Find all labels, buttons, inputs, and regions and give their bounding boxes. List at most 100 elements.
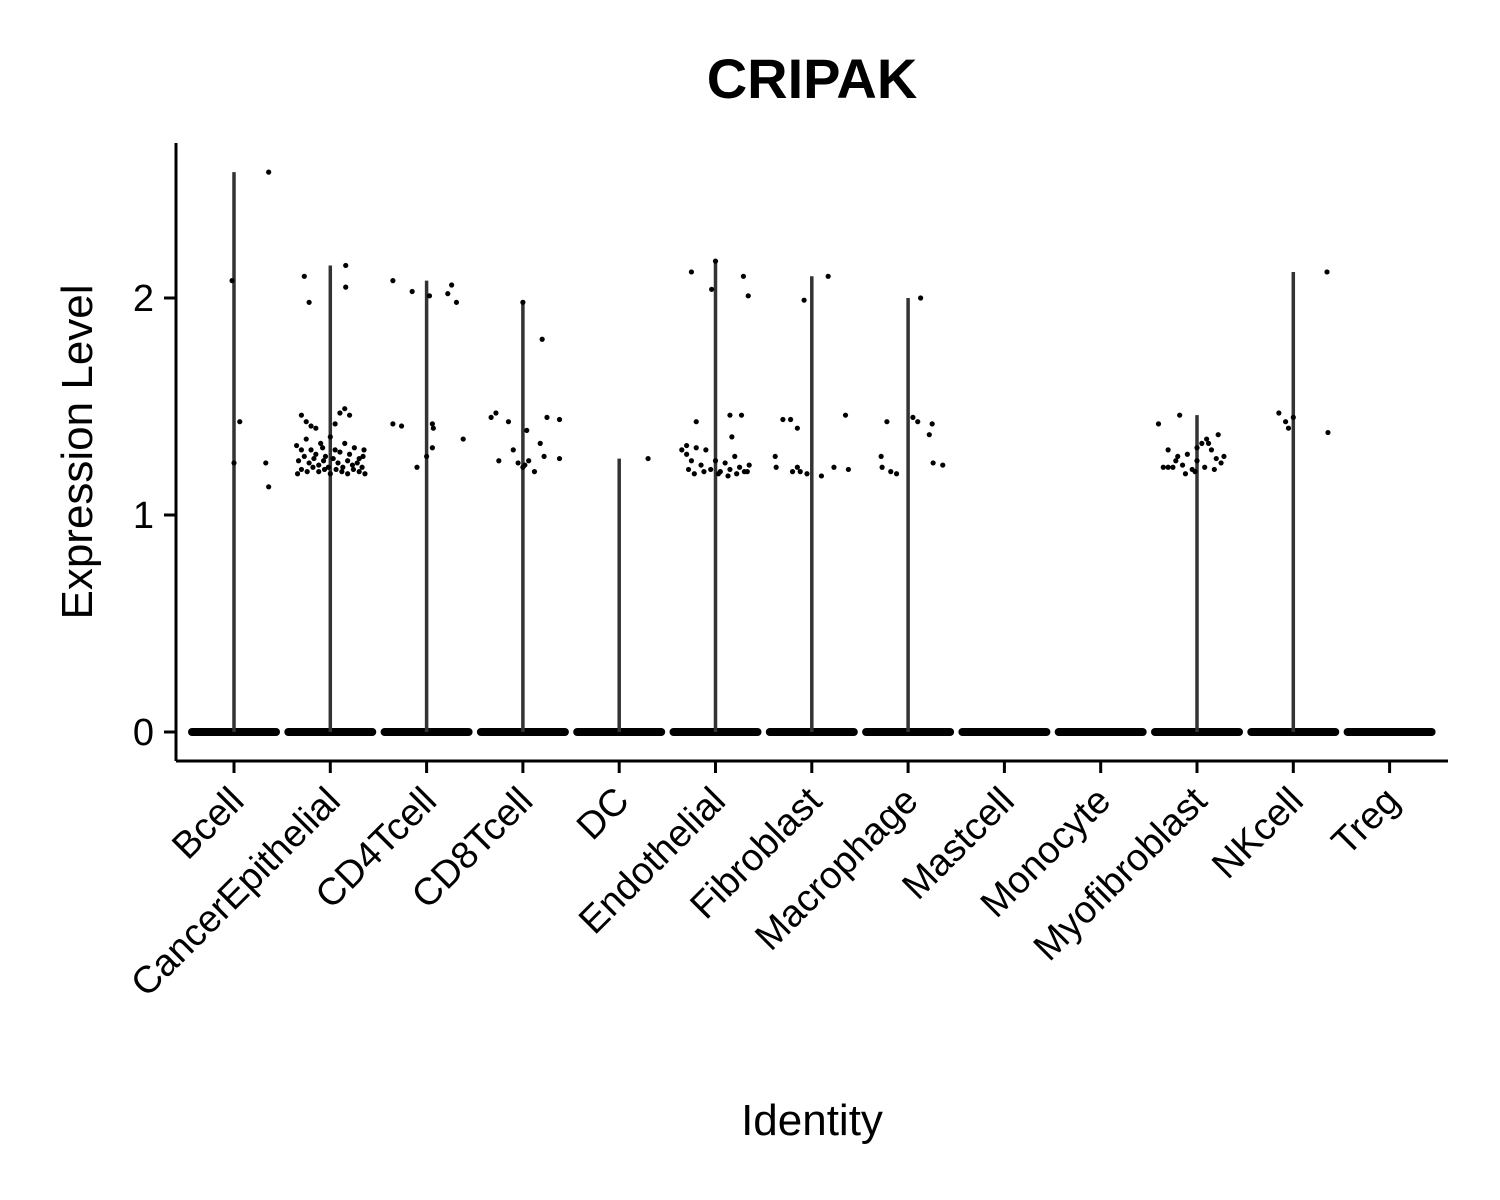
data-point — [1204, 436, 1210, 442]
data-point — [319, 445, 326, 451]
data-point — [1160, 464, 1166, 470]
data-point — [345, 471, 351, 477]
data-point — [727, 412, 733, 418]
data-point — [797, 469, 803, 475]
data-point — [449, 282, 455, 288]
y-tick-label: 2 — [133, 278, 154, 320]
data-point — [910, 414, 916, 420]
data-point — [556, 416, 563, 423]
data-point — [308, 423, 314, 429]
data-point — [794, 464, 800, 470]
data-point — [321, 466, 328, 473]
data-point — [346, 451, 353, 457]
data-point — [825, 273, 831, 279]
data-point — [1175, 453, 1181, 460]
data-point — [332, 421, 338, 427]
data-point — [794, 425, 800, 431]
data-point — [337, 410, 343, 416]
data-point — [313, 451, 319, 457]
data-point — [524, 427, 530, 433]
data-point — [510, 447, 516, 453]
data-point — [1170, 464, 1176, 470]
data-point — [740, 273, 747, 279]
data-point — [645, 455, 651, 462]
data-point — [1290, 414, 1296, 420]
data-point — [884, 419, 890, 425]
data-point — [266, 169, 272, 175]
data-point — [878, 453, 884, 460]
data-point — [1173, 458, 1179, 464]
data-point — [684, 451, 690, 457]
data-point — [294, 471, 301, 477]
data-point — [732, 453, 738, 460]
data-point — [426, 293, 433, 299]
data-point — [496, 458, 502, 464]
data-point — [409, 288, 415, 295]
data-point — [460, 436, 466, 442]
data-point — [818, 473, 825, 479]
data-point — [349, 462, 356, 468]
data-point — [327, 434, 333, 440]
data-point — [773, 464, 779, 470]
x-tick-label: Treg — [1324, 780, 1408, 864]
y-tick-label: 1 — [133, 495, 154, 537]
data-point — [745, 293, 751, 299]
data-point — [701, 469, 707, 475]
data-point — [362, 471, 368, 477]
data-point — [316, 469, 322, 475]
data-point — [1282, 419, 1289, 425]
data-point — [1205, 440, 1212, 446]
data-point — [343, 284, 349, 290]
data-point — [1194, 458, 1200, 464]
data-point — [1276, 410, 1282, 416]
data-point — [361, 447, 367, 453]
data-point — [531, 469, 538, 475]
data-point — [722, 460, 728, 466]
data-point — [488, 414, 494, 420]
y-axis-title: Expression Level — [53, 284, 102, 619]
x-tick-label: DC — [569, 780, 638, 849]
data-point — [301, 453, 307, 460]
data-point — [263, 460, 269, 466]
data-point — [522, 462, 528, 468]
data-point — [318, 440, 324, 446]
data-point — [684, 442, 690, 449]
data-point — [306, 299, 312, 305]
data-point — [888, 469, 894, 475]
data-point — [316, 462, 322, 468]
data-point — [350, 466, 357, 473]
data-point — [298, 412, 305, 418]
data-point — [445, 291, 451, 297]
data-point — [1179, 462, 1186, 468]
data-point — [831, 464, 837, 470]
data-point — [293, 442, 300, 449]
data-point — [1182, 471, 1189, 477]
data-point — [266, 484, 272, 490]
data-point — [744, 469, 750, 475]
data-point — [930, 460, 936, 466]
data-point — [1177, 412, 1183, 418]
data-point — [339, 469, 345, 475]
data-point — [693, 445, 699, 451]
data-point — [390, 278, 396, 284]
data-point — [712, 458, 719, 464]
data-point — [893, 471, 900, 477]
data-point — [229, 278, 235, 284]
data-point — [801, 297, 807, 303]
data-point — [311, 455, 317, 462]
data-point — [556, 455, 563, 462]
data-point — [390, 421, 396, 427]
plot-area: 012BcellCancerEpithelialCD4TcellCD8Tcell… — [123, 143, 1448, 1005]
x-tick-label: NKcell — [1204, 780, 1311, 887]
data-point — [303, 419, 309, 425]
data-point — [685, 466, 692, 473]
data-point — [1165, 447, 1171, 453]
data-point — [342, 406, 348, 412]
data-point — [688, 458, 695, 464]
data-point — [298, 466, 305, 473]
data-point — [1213, 455, 1219, 462]
data-point — [693, 419, 699, 425]
data-point — [709, 286, 715, 292]
data-point — [1199, 440, 1205, 446]
